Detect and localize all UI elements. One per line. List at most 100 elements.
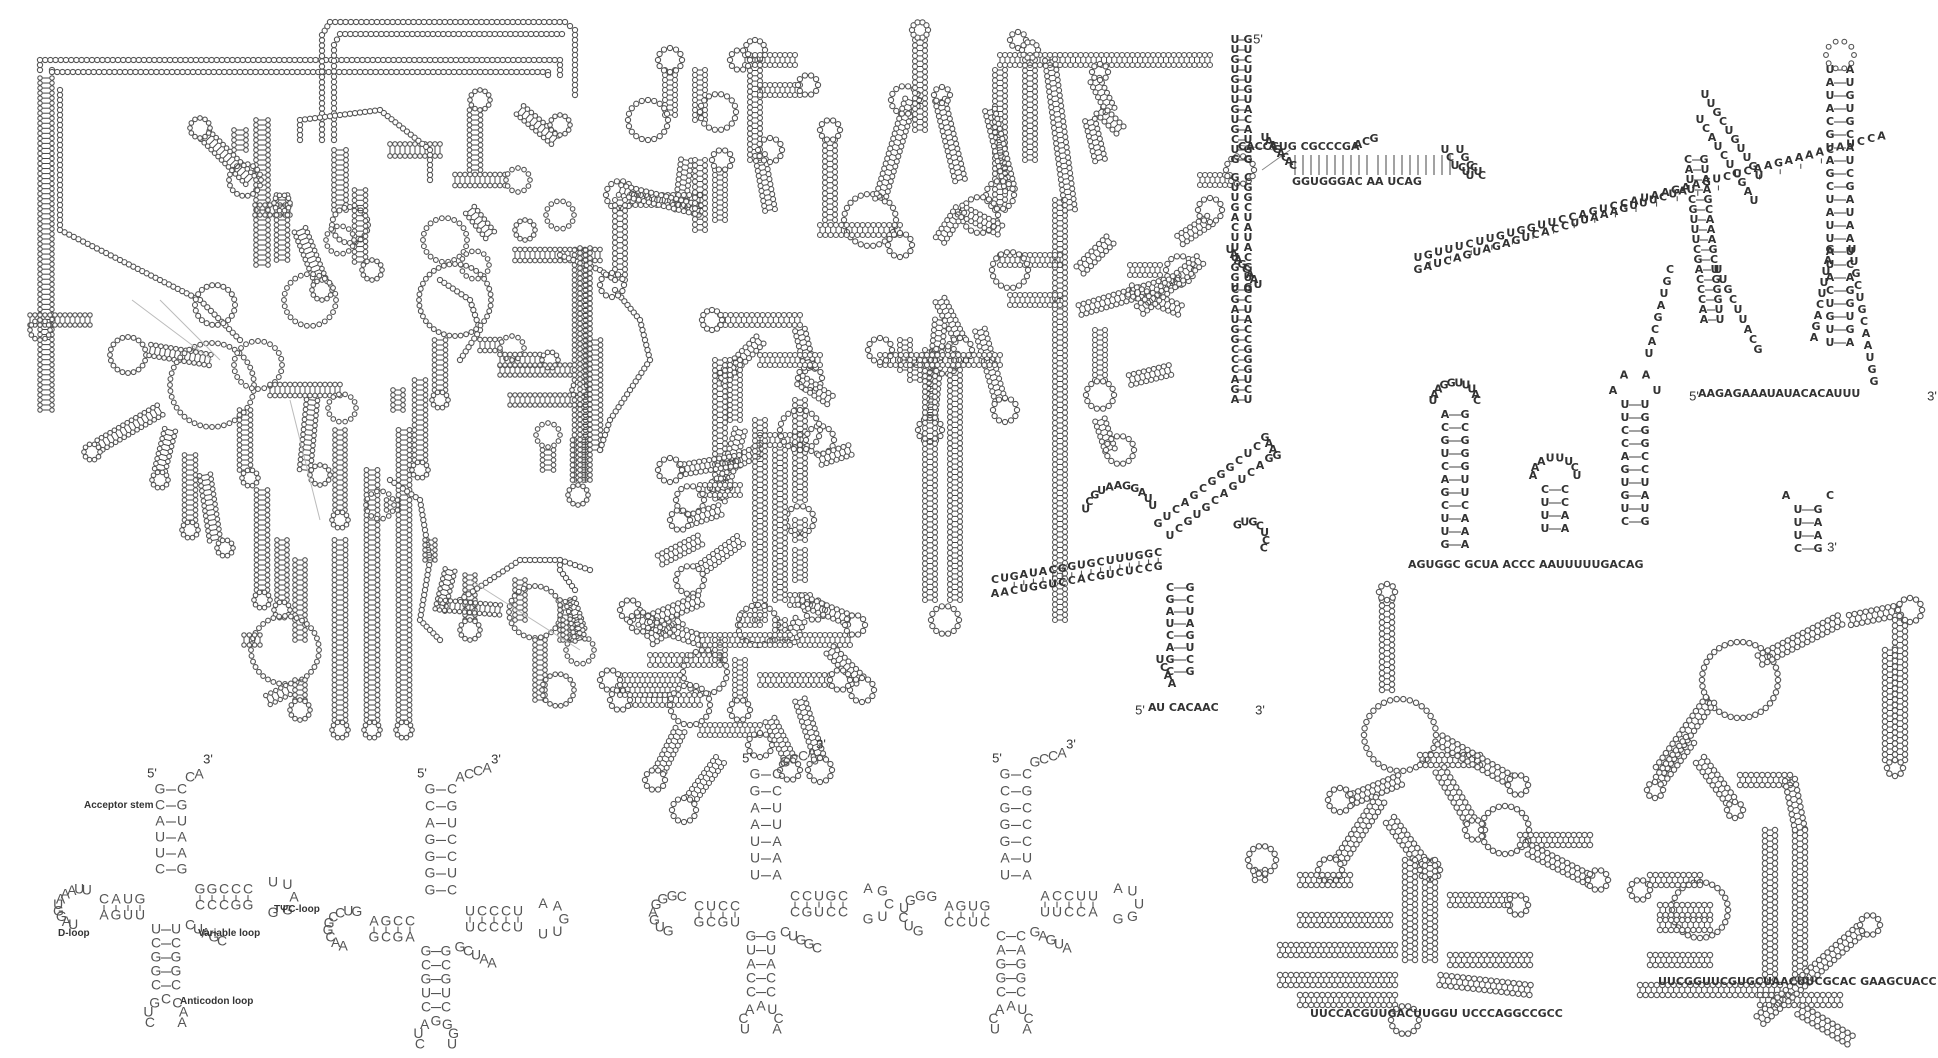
- nucleotide: [383, 502, 390, 508]
- nucleotide: [331, 577, 338, 583]
- nucleotide: [331, 537, 338, 543]
- nucleotide: [215, 68, 223, 76]
- nucleotide: [540, 134, 547, 141]
- nucleotide: [482, 68, 489, 76]
- nucleotide: [422, 557, 428, 563]
- nucleotide: [342, 642, 349, 648]
- nucleotide: [602, 271, 610, 278]
- nucleotide: [249, 393, 256, 400]
- nucleotide: [228, 291, 235, 298]
- nucleotide: [184, 68, 191, 76]
- nucleotide: [363, 692, 370, 698]
- nucleotide: [326, 113, 334, 120]
- nucleotide: [395, 692, 402, 698]
- nucleotide: [466, 152, 473, 158]
- nucleotide: [431, 347, 438, 353]
- nucleotide: [691, 106, 699, 114]
- nucleotide: [395, 632, 402, 638]
- nucleotide: [336, 236, 343, 243]
- nucleotide: [284, 537, 290, 543]
- nucleotide: [342, 687, 349, 693]
- nucleotide: [767, 181, 774, 188]
- nucleotide: [331, 692, 338, 698]
- nucleotide: [577, 401, 583, 408]
- nucleotide: [587, 456, 593, 463]
- nucleotide: [526, 634, 533, 641]
- nucleotide: [419, 280, 426, 287]
- nucleotide: [426, 561, 433, 569]
- nucleotide: [372, 68, 379, 76]
- nucleotide: [179, 527, 185, 533]
- nucleotide: [948, 163, 955, 170]
- nucleotide: [142, 357, 149, 364]
- nucleotide: [27, 327, 33, 333]
- nucleotide: [307, 381, 313, 388]
- nucleotide: [379, 267, 385, 273]
- nucleotide: [577, 396, 583, 403]
- nucleotide: [542, 657, 548, 663]
- nucleotide: [580, 483, 586, 490]
- nucleotide: [462, 618, 468, 625]
- nucleotide: [37, 306, 43, 313]
- nucleotide: [857, 192, 864, 199]
- nucleotide: [577, 421, 583, 428]
- nucleotide: [110, 341, 117, 348]
- nucleotide: [1006, 51, 1014, 59]
- nucleotide: [52, 312, 58, 318]
- nucleotide: [674, 186, 681, 193]
- nucleotide: [223, 145, 230, 151]
- nucleotide: [274, 587, 280, 593]
- nucleotide: [329, 727, 335, 733]
- nucleotide: [944, 97, 951, 104]
- nucleotide: [331, 667, 338, 673]
- nucleotide: [426, 166, 434, 174]
- nucleotide: [891, 221, 898, 229]
- nucleotide: [711, 171, 719, 179]
- nucleotide: [395, 517, 402, 523]
- nucleotide: [351, 259, 358, 265]
- nucleotide: [417, 611, 424, 619]
- nucleotide: [267, 701, 273, 708]
- nucleotide: [403, 30, 411, 38]
- nucleotide: [436, 636, 444, 644]
- nucleotide: [442, 367, 449, 373]
- nucleotide: [37, 271, 43, 277]
- nucleotide: [691, 71, 699, 79]
- nucleotide: [577, 356, 583, 362]
- nucleotide: [552, 246, 558, 253]
- nucleotide: [472, 171, 478, 178]
- nucleotide: [436, 607, 443, 613]
- nucleotide: [56, 186, 64, 194]
- nucleotide: [341, 68, 348, 76]
- nucleotide: [195, 312, 202, 319]
- nucleotide: [343, 162, 349, 168]
- nucleotide: [621, 207, 629, 214]
- nucleotide: [253, 527, 260, 533]
- nucleotide: [363, 542, 370, 548]
- nucleotide: [870, 231, 877, 239]
- nucleotide: [636, 316, 644, 324]
- nucleotide: [573, 600, 580, 607]
- nucleotide: [342, 587, 349, 593]
- nucleotide: [715, 166, 723, 173]
- nucleotide: [422, 537, 428, 543]
- nucleotide: [331, 632, 338, 638]
- nucleotide: [390, 397, 396, 403]
- nucleotide: [331, 687, 338, 693]
- nucleotide: [479, 231, 486, 238]
- nucleotide: [360, 272, 367, 278]
- nucleotide: [696, 191, 704, 199]
- nucleotide: [488, 297, 494, 303]
- nucleotide: [571, 407, 578, 413]
- nucleotide: [362, 192, 369, 198]
- nucleotide: [539, 467, 546, 473]
- nucleotide: [264, 517, 271, 523]
- nucleotide: [536, 556, 544, 564]
- nucleotide: [380, 488, 386, 495]
- nucleotide: [314, 397, 321, 404]
- nucleotide: [253, 117, 259, 123]
- nucleotide: [467, 171, 473, 178]
- nucleotide: [619, 287, 626, 295]
- nucleotide: [319, 265, 325, 272]
- nucleotide: [342, 602, 349, 608]
